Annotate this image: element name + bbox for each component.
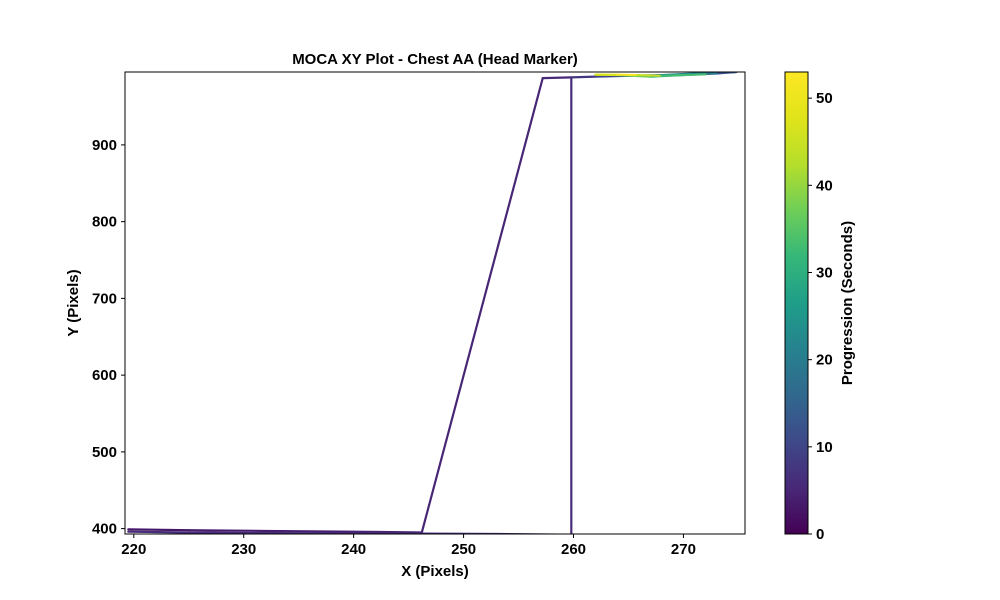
trajectory-segment	[570, 75, 597, 79]
colorbar-ticks: 0 10 20 30 40 50	[808, 90, 833, 543]
trajectory-segment	[127, 530, 190, 534]
trajectory-segment	[352, 530, 423, 534]
trajectory-segment	[660, 73, 707, 77]
y-tick-label: 900	[92, 137, 117, 154]
colorbar-tick-label: 30	[816, 264, 833, 281]
x-tick-label: 220	[121, 541, 146, 558]
trajectory-segment	[541, 76, 573, 80]
y-tick-label: 400	[92, 521, 117, 538]
x-tick-label: 240	[341, 541, 366, 558]
colorbar: 0 10 20 30 40 50 Progression (Seconds)	[784, 71, 856, 543]
x-axis-label: X (Pixels)	[401, 563, 469, 580]
colorbar-tick-label: 50	[816, 90, 833, 107]
trajectory-series-0	[127, 76, 573, 534]
trajectory-segment	[187, 531, 300, 534]
colorbar-gradient	[784, 71, 809, 535]
y-tick-label: 600	[92, 367, 117, 384]
trajectory-segment	[420, 77, 544, 534]
trajectory-segment	[187, 529, 267, 533]
trajectory-series-1	[570, 72, 738, 79]
trajectory-segment	[636, 73, 663, 77]
chart-title: MOCA XY Plot - Chest AA (Head Marker)	[292, 51, 578, 68]
y-tick-label: 700	[92, 290, 117, 307]
x-tick-label: 260	[561, 541, 586, 558]
y-tick-label: 800	[92, 214, 117, 231]
x-tick-label: 250	[451, 541, 476, 558]
x-tick-label: 270	[671, 541, 696, 558]
plot-frame	[124, 71, 746, 535]
x-axis: 220 230 240 250 260 270	[121, 534, 696, 558]
x-tick-label: 230	[231, 541, 256, 558]
y-axis-label: Y (Pixels)	[65, 269, 82, 336]
colorbar-label: Progression (Seconds)	[839, 221, 856, 385]
colorbar-tick-label: 20	[816, 352, 833, 369]
series-layer	[127, 72, 738, 534]
colorbar-tick-label: 10	[816, 439, 833, 456]
y-tick-label: 500	[92, 444, 117, 461]
colorbar-tick-label: 40	[816, 177, 833, 194]
colorbar-tick-label: 0	[816, 526, 824, 543]
trajectory-segment	[264, 529, 355, 533]
trajectory-segment	[127, 528, 190, 532]
y-axis: 400 500 600 700 800 900	[92, 137, 125, 538]
